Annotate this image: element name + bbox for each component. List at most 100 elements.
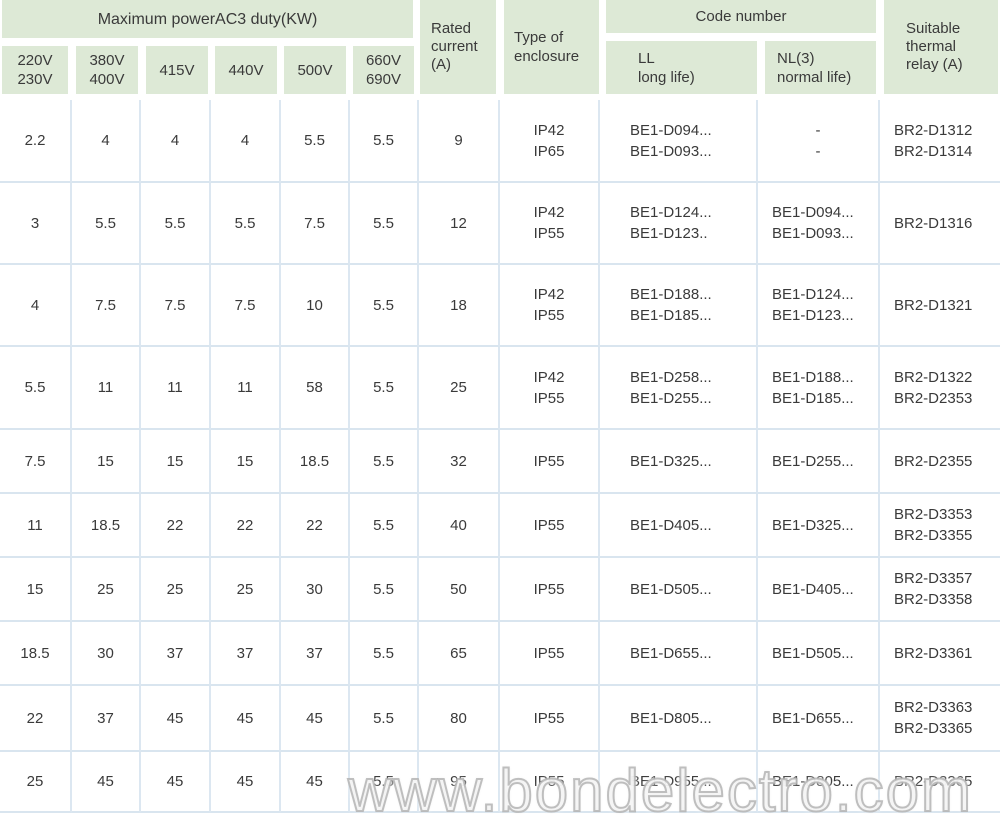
table-cell: 22	[141, 494, 211, 558]
table-cell: IP42 IP55	[500, 265, 600, 347]
table-cell: 7.5	[141, 265, 211, 347]
table-cell: IP55	[500, 622, 600, 686]
table-cell: 11	[0, 494, 72, 558]
table-cell: BE1-D188... BE1-D185...	[600, 265, 758, 347]
table-cell: 50	[419, 558, 500, 622]
table-cell: BR2-D3353 BR2-D3355	[880, 494, 1000, 558]
table-cell: BE1-D255...	[758, 430, 880, 494]
table-cell: 18.5	[281, 430, 350, 494]
header-voltage-440v: 440V	[215, 46, 277, 94]
table-cell: 5.5	[350, 430, 419, 494]
table-cell: 3	[0, 183, 72, 265]
table-cell: 37	[141, 622, 211, 686]
table-cell: 30	[72, 622, 141, 686]
table-cell: 25	[419, 347, 500, 430]
table-row: 2.2 4 4 4 5.5 5.5 9 IP42 IP65 BE1-D094... BE1-D0…	[0, 100, 1000, 183]
table-cell: BE1-D188... BE1-D185...	[758, 347, 880, 430]
table-cell: 11	[141, 347, 211, 430]
table-cell: 5.5	[350, 558, 419, 622]
header-type-of-enclosure: Type of enclosure	[504, 0, 599, 94]
table-cell: BE1-D805...	[600, 686, 758, 752]
table-cell: 9	[419, 100, 500, 183]
table-cell: BE1-D805...	[758, 752, 880, 813]
table-cell: 11	[72, 347, 141, 430]
table-cell: 5.5	[350, 752, 419, 813]
table-cell: BR2-D1312 BR2-D1314	[880, 100, 1000, 183]
table-cell: 5.5	[0, 347, 72, 430]
table-cell: 4	[72, 100, 141, 183]
table-cell: 25	[72, 558, 141, 622]
table-cell: BR2-D1322 BR2-D2353	[880, 347, 1000, 430]
table-cell: 15	[211, 430, 281, 494]
table-row: 7.5 15 15 15 18.5 5.5 32 IP55 BE1-D325... BE1-D25…	[0, 430, 1000, 494]
table-cell: BE1-D124... BE1-D123..	[600, 183, 758, 265]
table-cell: 5.5	[350, 686, 419, 752]
table-cell: 4	[211, 100, 281, 183]
table-cell: BR2-D3363 BR2-D3365	[880, 686, 1000, 752]
table-cell: 18.5	[0, 622, 72, 686]
table-cell: BE1-D955...	[600, 752, 758, 813]
table-cell: 5.5	[72, 183, 141, 265]
table-cell: 10	[281, 265, 350, 347]
header-thermal-relay: Suitable thermal relay (A)	[884, 0, 998, 94]
table-cell: 25	[0, 752, 72, 813]
table-cell: 5.5	[350, 265, 419, 347]
table-cell: 80	[419, 686, 500, 752]
header-rated-current: Rated current (A)	[420, 0, 496, 94]
table-cell: 40	[419, 494, 500, 558]
table-cell: BR2-D2355	[880, 430, 1000, 494]
table-cell: 5.5	[350, 347, 419, 430]
table-cell: BE1-D505...	[758, 622, 880, 686]
table-cell: 4	[141, 100, 211, 183]
table-cell: BE1-D655...	[758, 686, 880, 752]
table-cell: 5.5	[281, 100, 350, 183]
header-code-number: Code number	[606, 0, 876, 33]
table-cell: 12	[419, 183, 500, 265]
table-cell: IP55	[500, 494, 600, 558]
table-cell: BR2-D3361	[880, 622, 1000, 686]
table-cell: IP55	[500, 686, 600, 752]
table-cell: - -	[758, 100, 880, 183]
header-max-power: Maximum powerAC3 duty(KW)	[2, 0, 413, 38]
table-cell: 5.5	[350, 100, 419, 183]
table-cell: 2.2	[0, 100, 72, 183]
table-cell: IP55	[500, 558, 600, 622]
table-cell: BE1-D405...	[758, 558, 880, 622]
header-voltage-415v: 415V	[146, 46, 208, 94]
table-cell: 7.5	[211, 265, 281, 347]
table-cell: 5.5	[211, 183, 281, 265]
table-body: 2.2 4 4 4 5.5 5.5 9 IP42 IP65 BE1-D094... BE1-D0…	[0, 100, 1000, 813]
table-cell: BE1-D405...	[600, 494, 758, 558]
table-cell: IP42 IP55	[500, 347, 600, 430]
table-cell: 5.5	[141, 183, 211, 265]
table-cell: 45	[141, 752, 211, 813]
table-cell: 15	[0, 558, 72, 622]
table-cell: 5.5	[350, 622, 419, 686]
table-cell: BE1-D094... BE1-D093...	[600, 100, 758, 183]
table-cell: IP42 IP65	[500, 100, 600, 183]
table-cell: 65	[419, 622, 500, 686]
table-cell: BE1-D655...	[600, 622, 758, 686]
table-cell: 11	[211, 347, 281, 430]
table-row: 11 18.5 22 22 22 5.5 40 IP55 BE1-D405... BE1-D325…	[0, 494, 1000, 558]
table-cell: BR2-D1316	[880, 183, 1000, 265]
table-cell: 7.5	[72, 265, 141, 347]
table-cell: 18.5	[72, 494, 141, 558]
table-cell: 22	[0, 686, 72, 752]
table-cell: BE1-D094... BE1-D093...	[758, 183, 880, 265]
table-cell: IP55	[500, 430, 600, 494]
table-cell: 45	[211, 752, 281, 813]
table-cell: BE1-D325...	[600, 430, 758, 494]
table-cell: 45	[141, 686, 211, 752]
table-cell: 45	[281, 686, 350, 752]
header-voltage-220v: 220V 230V	[2, 46, 68, 94]
table-cell: 45	[72, 752, 141, 813]
header-voltage-500v: 500V	[284, 46, 346, 94]
table-cell: 95	[419, 752, 500, 813]
table-row: 4 7.5 7.5 7.5 10 5.5 18 IP42 IP55 BE1-D188... BE…	[0, 265, 1000, 347]
table-row: 3 5.5 5.5 5.5 7.5 5.5 12 IP42 IP55 BE1-D124... B…	[0, 183, 1000, 265]
table-cell: BR2-D3365	[880, 752, 1000, 813]
table-cell: 22	[281, 494, 350, 558]
table-cell: 30	[281, 558, 350, 622]
table-cell: 15	[141, 430, 211, 494]
